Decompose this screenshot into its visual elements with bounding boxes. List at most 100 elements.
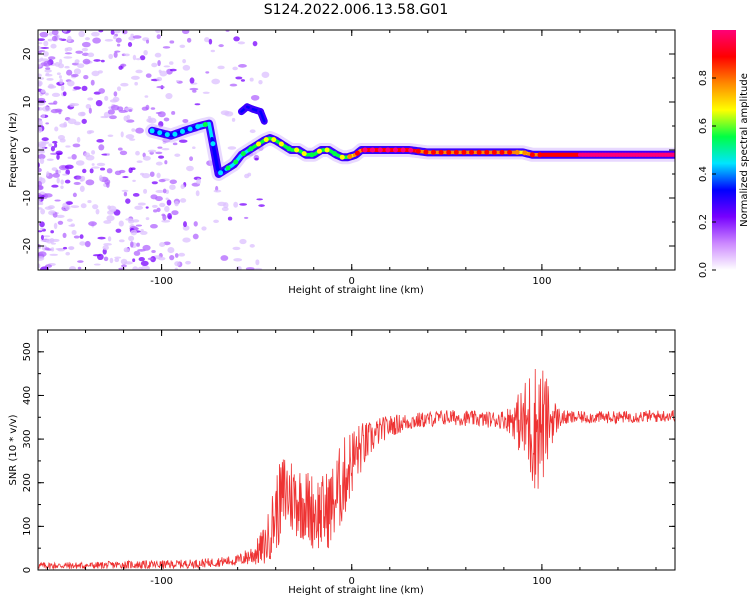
noise-speckle — [51, 243, 56, 245]
noise-speckle — [128, 42, 132, 47]
colorbar-tick-label: 0.8 — [698, 70, 709, 86]
ridge-dot — [537, 152, 542, 157]
ridge-dot — [294, 148, 299, 153]
noise-speckle — [167, 199, 172, 205]
noise-speckle — [48, 103, 56, 105]
noise-speckle — [189, 88, 198, 90]
noise-speckle — [54, 199, 60, 201]
noise-speckle — [52, 93, 60, 97]
noise-speckle — [119, 221, 124, 227]
noise-speckle — [143, 156, 151, 161]
noise-speckle — [124, 249, 130, 252]
ridge-dot — [454, 150, 459, 155]
noise-speckle — [96, 100, 103, 106]
noise-speckle — [114, 52, 118, 58]
noise-speckle — [36, 64, 42, 68]
noise-speckle — [244, 217, 248, 219]
noise-speckle — [92, 163, 95, 166]
noise-speckle — [165, 93, 172, 99]
noise-speckle — [162, 214, 166, 220]
noise-speckle — [232, 67, 238, 71]
noise-speckle — [130, 241, 134, 247]
noise-speckle — [155, 152, 162, 155]
noise-speckle — [75, 51, 83, 54]
noise-speckle — [98, 88, 105, 94]
noise-speckle — [151, 63, 157, 68]
noise-speckle — [187, 38, 191, 43]
ridge-dot — [203, 122, 208, 127]
ridge-dot — [431, 150, 436, 155]
y-tick-label: 200 — [22, 473, 33, 492]
noise-speckle — [74, 182, 81, 185]
ridge-dot — [325, 148, 330, 153]
noise-speckle — [218, 44, 223, 47]
noise-speckle — [116, 38, 122, 43]
noise-speckle — [138, 202, 146, 205]
noise-speckle — [80, 234, 84, 239]
noise-speckle — [67, 36, 72, 42]
noise-speckle — [156, 173, 160, 179]
noise-speckle — [123, 116, 128, 122]
noise-speckle — [44, 193, 53, 197]
noise-speckle — [152, 205, 158, 208]
noise-speckle — [131, 128, 135, 132]
noise-speckle — [36, 193, 42, 197]
noise-speckle — [194, 221, 198, 226]
ridge-dot — [157, 130, 162, 135]
noise-speckle — [157, 60, 161, 66]
noise-speckle — [134, 82, 138, 86]
noise-speckle — [106, 215, 114, 221]
noise-speckle — [136, 243, 140, 247]
noise-speckle — [91, 150, 95, 155]
noise-speckle — [39, 186, 44, 190]
x-tick-label: -100 — [150, 276, 173, 287]
noise-speckle — [65, 252, 70, 256]
ridge-dot — [233, 160, 238, 165]
ridge-dot — [484, 150, 489, 155]
noise-speckle — [42, 137, 49, 141]
noise-speckle — [159, 71, 167, 77]
noise-speckle — [48, 39, 53, 42]
y-tick-label: -20 — [22, 238, 33, 254]
noise-speckle — [48, 143, 52, 146]
ridge-dot — [363, 148, 368, 153]
noise-speckle — [65, 145, 70, 147]
colorbar-tick-label: 0.6 — [698, 118, 709, 134]
noise-speckle — [133, 35, 142, 39]
ridge-dot — [530, 152, 535, 157]
noise-speckle — [143, 189, 147, 194]
noise-speckle — [40, 209, 45, 215]
spectrogram-y-label: Frequency (Hz) — [8, 112, 19, 188]
noise-speckle — [50, 212, 55, 214]
noise-speckle — [131, 167, 136, 170]
noise-speckle — [60, 179, 63, 184]
colorbar-tick-label: 0.2 — [698, 214, 709, 230]
noise-speckle — [159, 203, 165, 207]
noise-speckle — [214, 190, 222, 193]
noise-speckle — [173, 143, 178, 146]
ridge-dot — [180, 129, 185, 134]
noise-speckle — [152, 181, 158, 184]
ridge-dot — [286, 146, 291, 151]
noise-speckle — [59, 38, 63, 40]
noise-speckle — [51, 185, 58, 188]
ridge-dot — [302, 151, 307, 156]
noise-speckle — [78, 31, 84, 37]
ridge-dot — [439, 150, 444, 155]
noise-speckle — [81, 203, 87, 208]
noise-speckle — [104, 179, 110, 185]
noise-speckle — [58, 170, 61, 174]
noise-speckle — [100, 116, 108, 118]
noise-speckle — [72, 230, 77, 235]
ridge-dot — [241, 151, 246, 156]
noise-speckle — [92, 204, 98, 209]
noise-speckle — [105, 39, 113, 42]
noise-speckle — [59, 79, 63, 85]
noise-speckle — [63, 233, 67, 238]
x-tick-label: 100 — [532, 576, 551, 587]
noise-speckle — [217, 202, 226, 206]
noise-speckle — [119, 170, 126, 173]
